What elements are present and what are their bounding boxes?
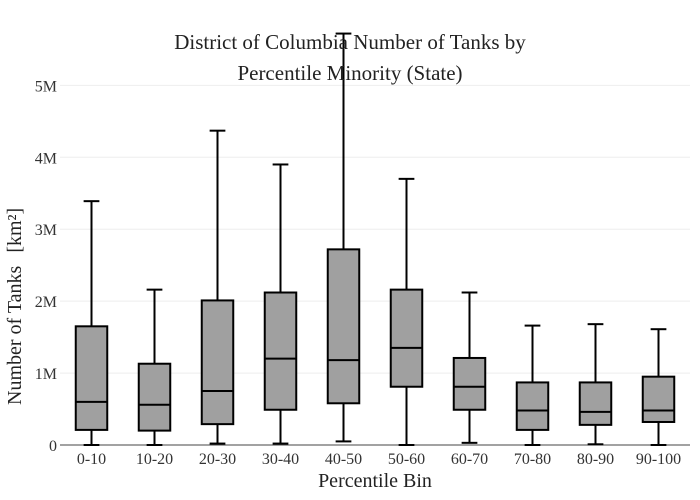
iqr-box (137, 362, 172, 432)
box-90-100 (641, 328, 676, 446)
box-30-40 (263, 163, 298, 445)
y-tick-label: 5M (35, 78, 57, 95)
chart-title-line-2: Percentile Minority (State) (237, 61, 463, 85)
y-axis-title: Number of Tanks [km²] (4, 125, 27, 405)
x-tick-label: 40-50 (325, 451, 362, 468)
y-axis-title-text: Number of Tanks (4, 265, 26, 405)
iqr-box (263, 291, 298, 411)
iqr-box (452, 356, 487, 411)
y-tick-label: 1M (35, 366, 57, 383)
x-tick-label: 20-30 (199, 451, 236, 468)
y-axis-title-unit: [km²] (4, 207, 26, 253)
iqr-box (641, 375, 676, 423)
iqr-box (74, 325, 109, 431)
iqr-box (578, 381, 613, 426)
x-tick-label: 0-10 (77, 451, 106, 468)
iqr-box (326, 248, 361, 405)
box-50-60 (389, 177, 424, 446)
iqr-box (200, 299, 235, 426)
x-tick-label: 70-80 (514, 451, 551, 468)
x-tick-label: 50-60 (388, 451, 425, 468)
gridlines (60, 84, 690, 374)
x-axis-ticks: 0-10 10-20 20-30 30-40 40-50 50-60 60-70 70-80 8… (77, 451, 681, 468)
x-tick-label: 30-40 (262, 451, 299, 468)
box-70-80 (515, 324, 550, 446)
chart-title-line-1: District of Columbia Number of Tanks by (174, 30, 526, 54)
x-axis-title: Percentile Bin (318, 470, 432, 492)
x-tick-label: 90-100 (636, 451, 681, 468)
y-tick-label: 0 (49, 438, 57, 455)
iqr-box (389, 288, 424, 388)
y-tick-label: 3M (35, 222, 57, 239)
x-tick-label: 10-20 (136, 451, 173, 468)
y-tick-label: 4M (35, 150, 57, 167)
y-tick-label: 2M (35, 294, 57, 311)
y-axis-ticks: 0 1M 2M 3M 4M 5M (35, 78, 57, 455)
box-10-20 (137, 288, 172, 446)
box-40-50 (326, 32, 361, 443)
box-20-30 (200, 129, 235, 445)
x-tick-label: 80-90 (577, 451, 614, 468)
box-0-10 (74, 200, 109, 446)
box-80-90 (578, 323, 613, 446)
boxes (74, 32, 676, 446)
box-60-70 (452, 291, 487, 444)
iqr-box (515, 381, 550, 431)
x-tick-label: 60-70 (451, 451, 488, 468)
